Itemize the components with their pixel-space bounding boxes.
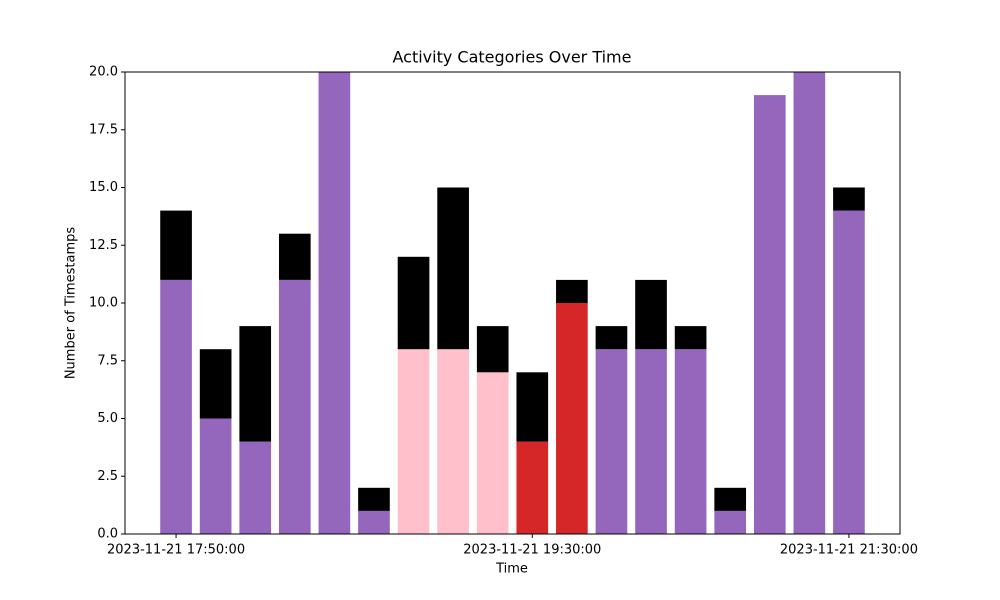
bar-segment: [160, 210, 192, 280]
bar-segment: [714, 510, 747, 534]
bar-segment: [833, 187, 865, 211]
y-tick-label: 5.0: [97, 411, 118, 426]
bar-segment: [199, 418, 232, 534]
bar-segment: [595, 326, 628, 350]
bar-segment: [199, 349, 232, 419]
y-tick-label: 0.0: [97, 527, 118, 542]
bar-segment: [674, 326, 707, 350]
x-axis-label: Time: [495, 562, 528, 577]
bar-segment: [437, 187, 469, 350]
bar-segment: [556, 279, 588, 303]
bar-segment: [793, 72, 826, 534]
bar-segment: [476, 326, 509, 373]
bar-segment: [635, 349, 667, 534]
bar-segment: [556, 303, 588, 534]
y-tick-label: 15.0: [89, 180, 118, 195]
y-axis-label: Number of Timestamps: [64, 227, 79, 380]
bar-segment: [397, 349, 430, 534]
y-tick-label: 10.0: [89, 296, 118, 311]
bar-segment: [278, 279, 311, 534]
bar-segment: [595, 349, 628, 534]
bar-segment: [397, 256, 430, 350]
bar-segment: [833, 210, 865, 534]
x-tick-label: 2023-11-21 21:30:00: [780, 543, 918, 558]
bar-segment: [476, 372, 509, 534]
bar-segment: [516, 441, 549, 534]
bar-segment: [278, 233, 311, 280]
bar-segment: [437, 349, 469, 534]
bar-segment: [714, 487, 747, 511]
y-tick-label: 20.0: [89, 65, 118, 80]
bar-segment: [516, 372, 549, 442]
plot-frame: [124, 71, 901, 535]
bar-segment: [753, 95, 786, 534]
y-tick-label: 17.5: [89, 122, 118, 137]
x-tick-label: 2023-11-21 17:50:00: [107, 543, 245, 558]
x-tick-label: 2023-11-21 19:30:00: [463, 543, 601, 558]
bar-segment: [358, 510, 390, 534]
bar-segment: [635, 279, 667, 350]
bar-segment: [358, 487, 390, 511]
bar-segment: [160, 279, 192, 534]
y-tick-label: 12.5: [89, 238, 118, 253]
y-tick-label: 2.5: [97, 469, 118, 484]
chart-title: Activity Categories Over Time: [393, 48, 632, 67]
bar-segment: [239, 441, 272, 534]
bar-segment: [674, 349, 707, 534]
bar-segment: [239, 326, 272, 442]
y-tick-label: 7.5: [97, 353, 118, 368]
bar-segment: [318, 72, 351, 534]
